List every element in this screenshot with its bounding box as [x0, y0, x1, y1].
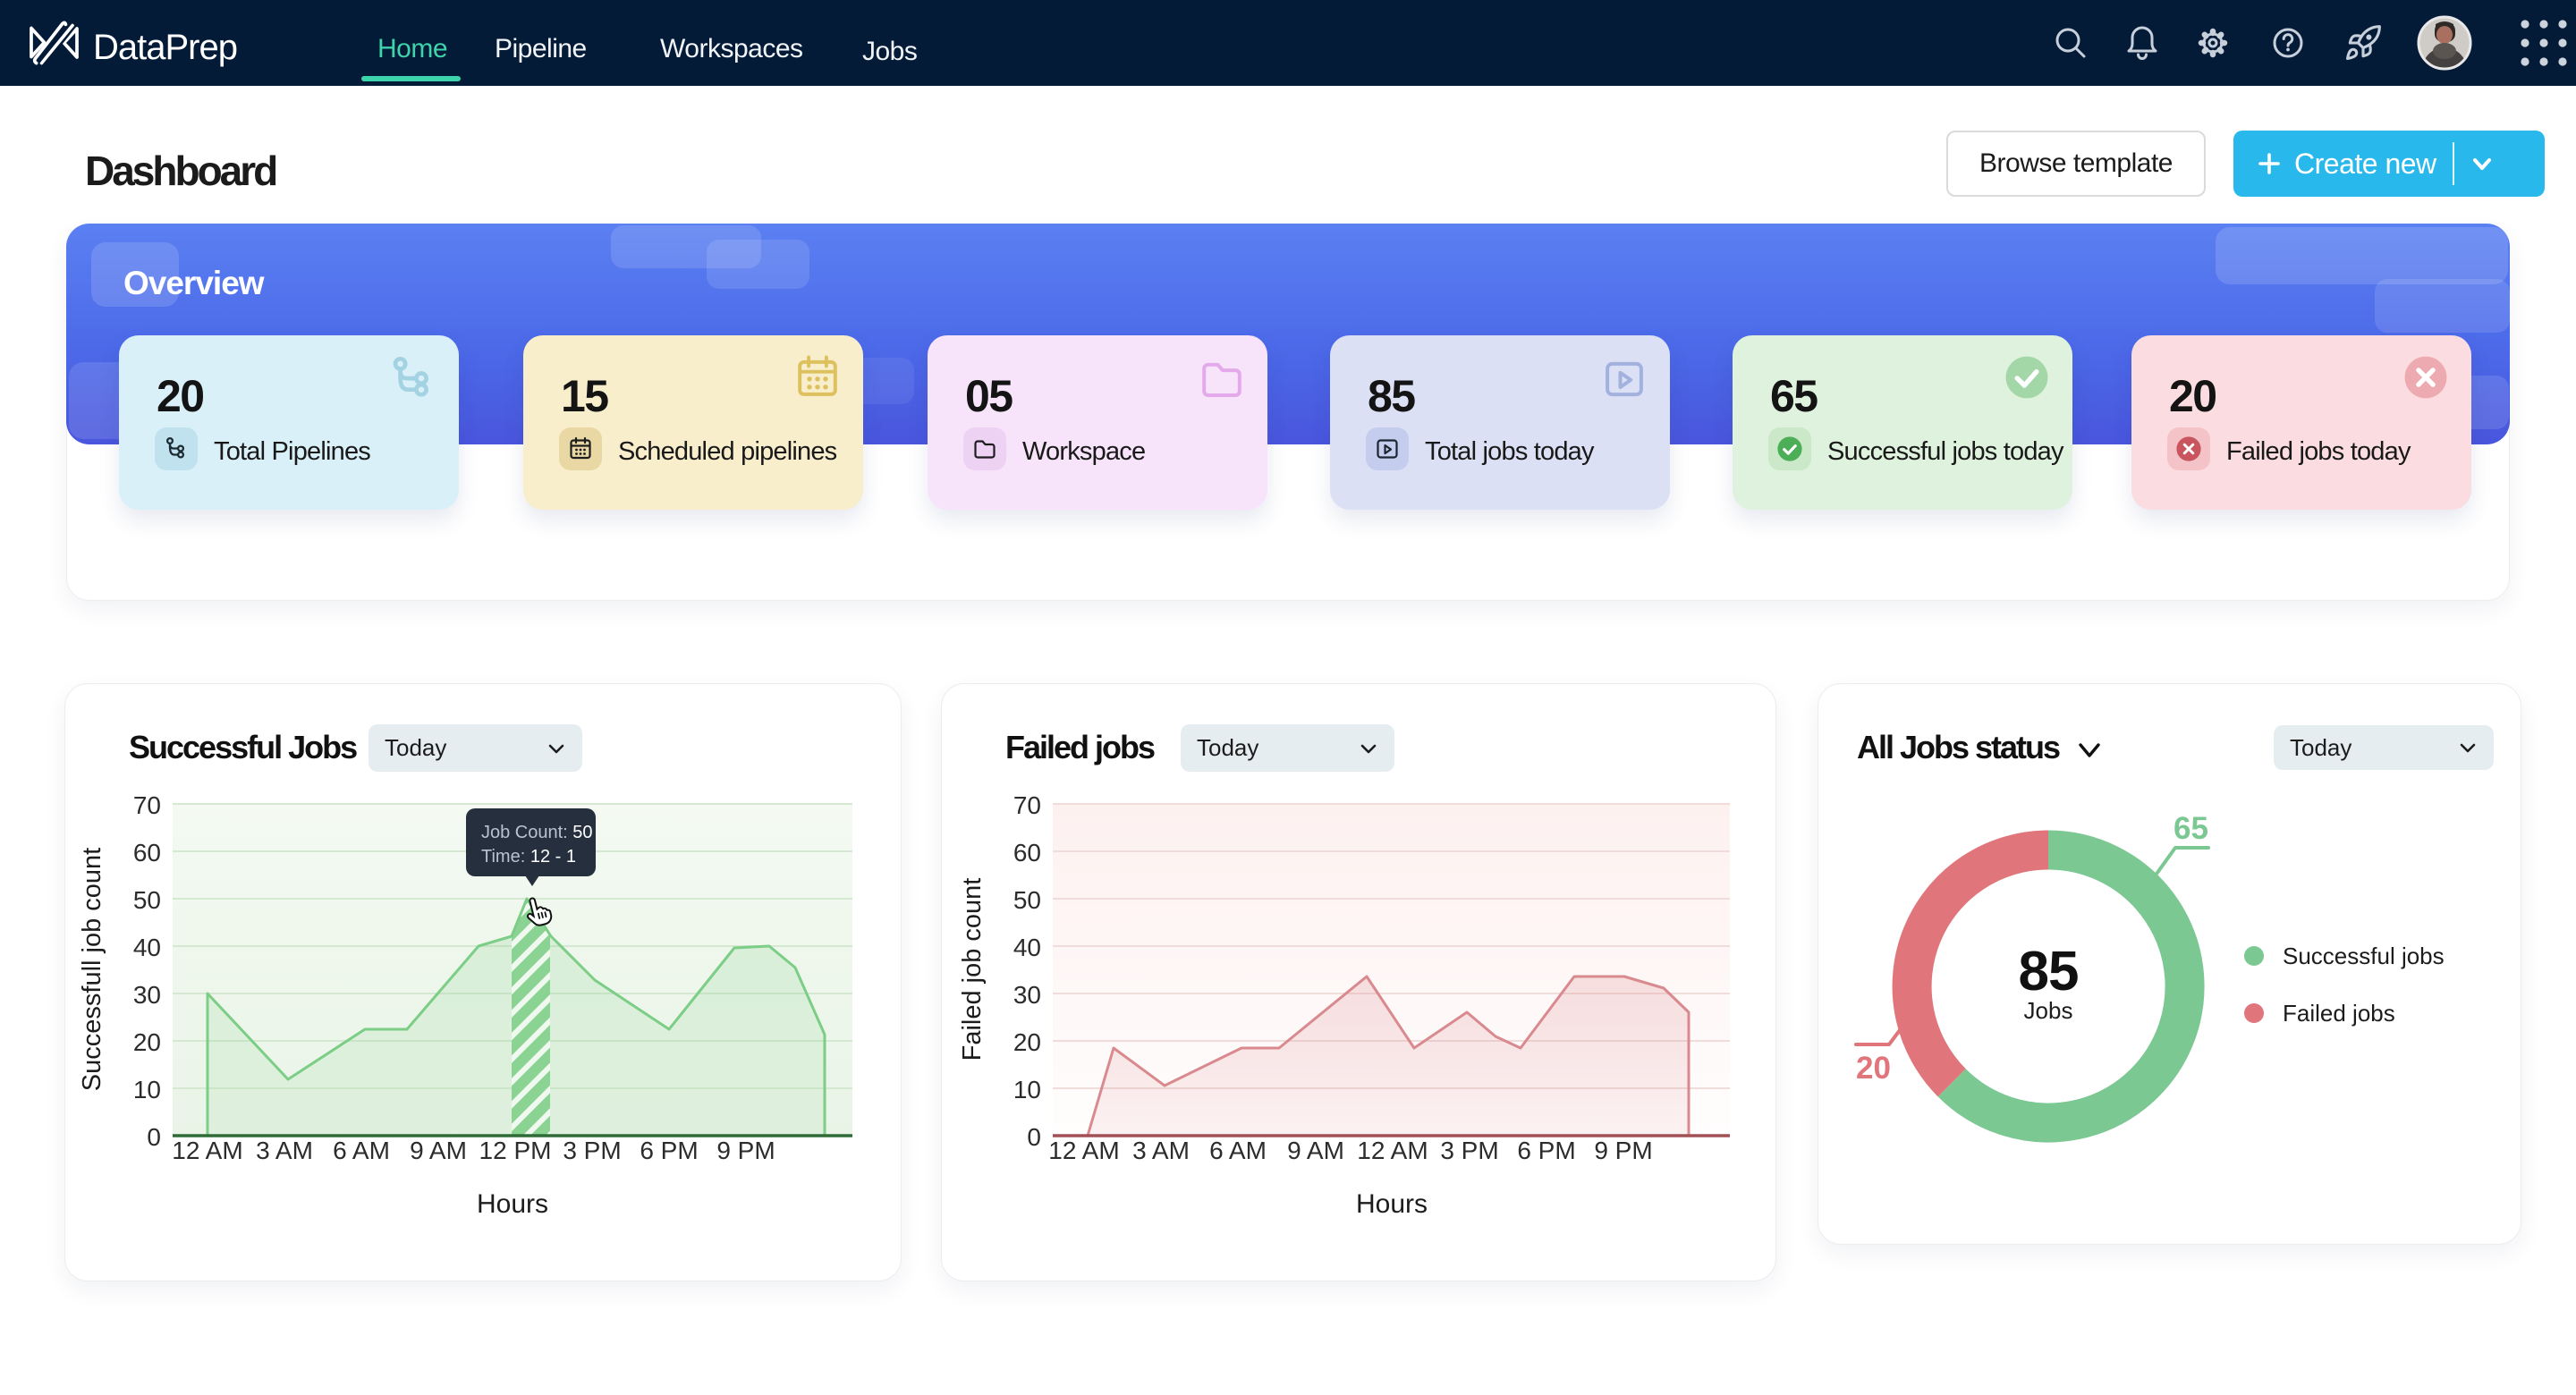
svg-text:3 PM: 3 PM [563, 1137, 621, 1164]
svg-text:20: 20 [1856, 1051, 1891, 1086]
svg-text:9 AM: 9 AM [410, 1137, 467, 1164]
svg-text:9 PM: 9 PM [1594, 1137, 1652, 1164]
svg-text:12 AM: 12 AM [172, 1137, 242, 1164]
svg-text:3 AM: 3 AM [256, 1137, 313, 1164]
svg-text:20: 20 [133, 1028, 161, 1056]
svg-text:3 AM: 3 AM [1132, 1137, 1190, 1164]
svg-text:Jobs: Jobs [2024, 997, 2073, 1024]
svg-text:10: 10 [133, 1076, 161, 1103]
svg-text:30: 30 [1013, 981, 1041, 1009]
svg-text:Failed jobs: Failed jobs [2283, 1000, 2395, 1027]
svg-text:12 AM: 12 AM [1357, 1137, 1428, 1164]
svg-text:60: 60 [1013, 839, 1041, 867]
svg-text:12 AM: 12 AM [1048, 1137, 1119, 1164]
svg-text:Time: 12 - 1: Time: 12 - 1 [481, 847, 576, 867]
svg-text:30: 30 [133, 981, 161, 1009]
svg-text:50: 50 [133, 886, 161, 914]
svg-text:Successful jobs: Successful jobs [2283, 943, 2445, 969]
svg-text:12 PM: 12 PM [479, 1137, 552, 1164]
svg-text:3 PM: 3 PM [1440, 1137, 1498, 1164]
svg-text:40: 40 [1013, 934, 1041, 961]
svg-text:20: 20 [1013, 1028, 1041, 1056]
svg-text:70: 70 [133, 791, 161, 819]
svg-text:Job Count: 50: Job Count: 50 [481, 823, 593, 842]
svg-text:9 PM: 9 PM [716, 1137, 775, 1164]
svg-text:10: 10 [1013, 1076, 1041, 1103]
svg-text:6 PM: 6 PM [1517, 1137, 1575, 1164]
svg-text:40: 40 [133, 934, 161, 961]
svg-text:6 AM: 6 AM [333, 1137, 390, 1164]
svg-text:Hours: Hours [1356, 1189, 1428, 1219]
svg-text:50: 50 [1013, 886, 1041, 914]
svg-text:6 AM: 6 AM [1209, 1137, 1267, 1164]
svg-text:0: 0 [147, 1123, 161, 1151]
svg-text:0: 0 [1027, 1123, 1041, 1151]
svg-text:Hours: Hours [477, 1189, 548, 1219]
svg-text:Failed job count: Failed job count [958, 878, 987, 1061]
svg-text:85: 85 [2019, 941, 2079, 1002]
svg-text:65: 65 [2174, 811, 2208, 846]
svg-text:70: 70 [1013, 791, 1041, 819]
svg-text:6 PM: 6 PM [640, 1137, 698, 1164]
svg-text:Successfull job count: Successfull job count [78, 848, 106, 1091]
svg-text:9 AM: 9 AM [1287, 1137, 1344, 1164]
svg-text:60: 60 [133, 839, 161, 867]
